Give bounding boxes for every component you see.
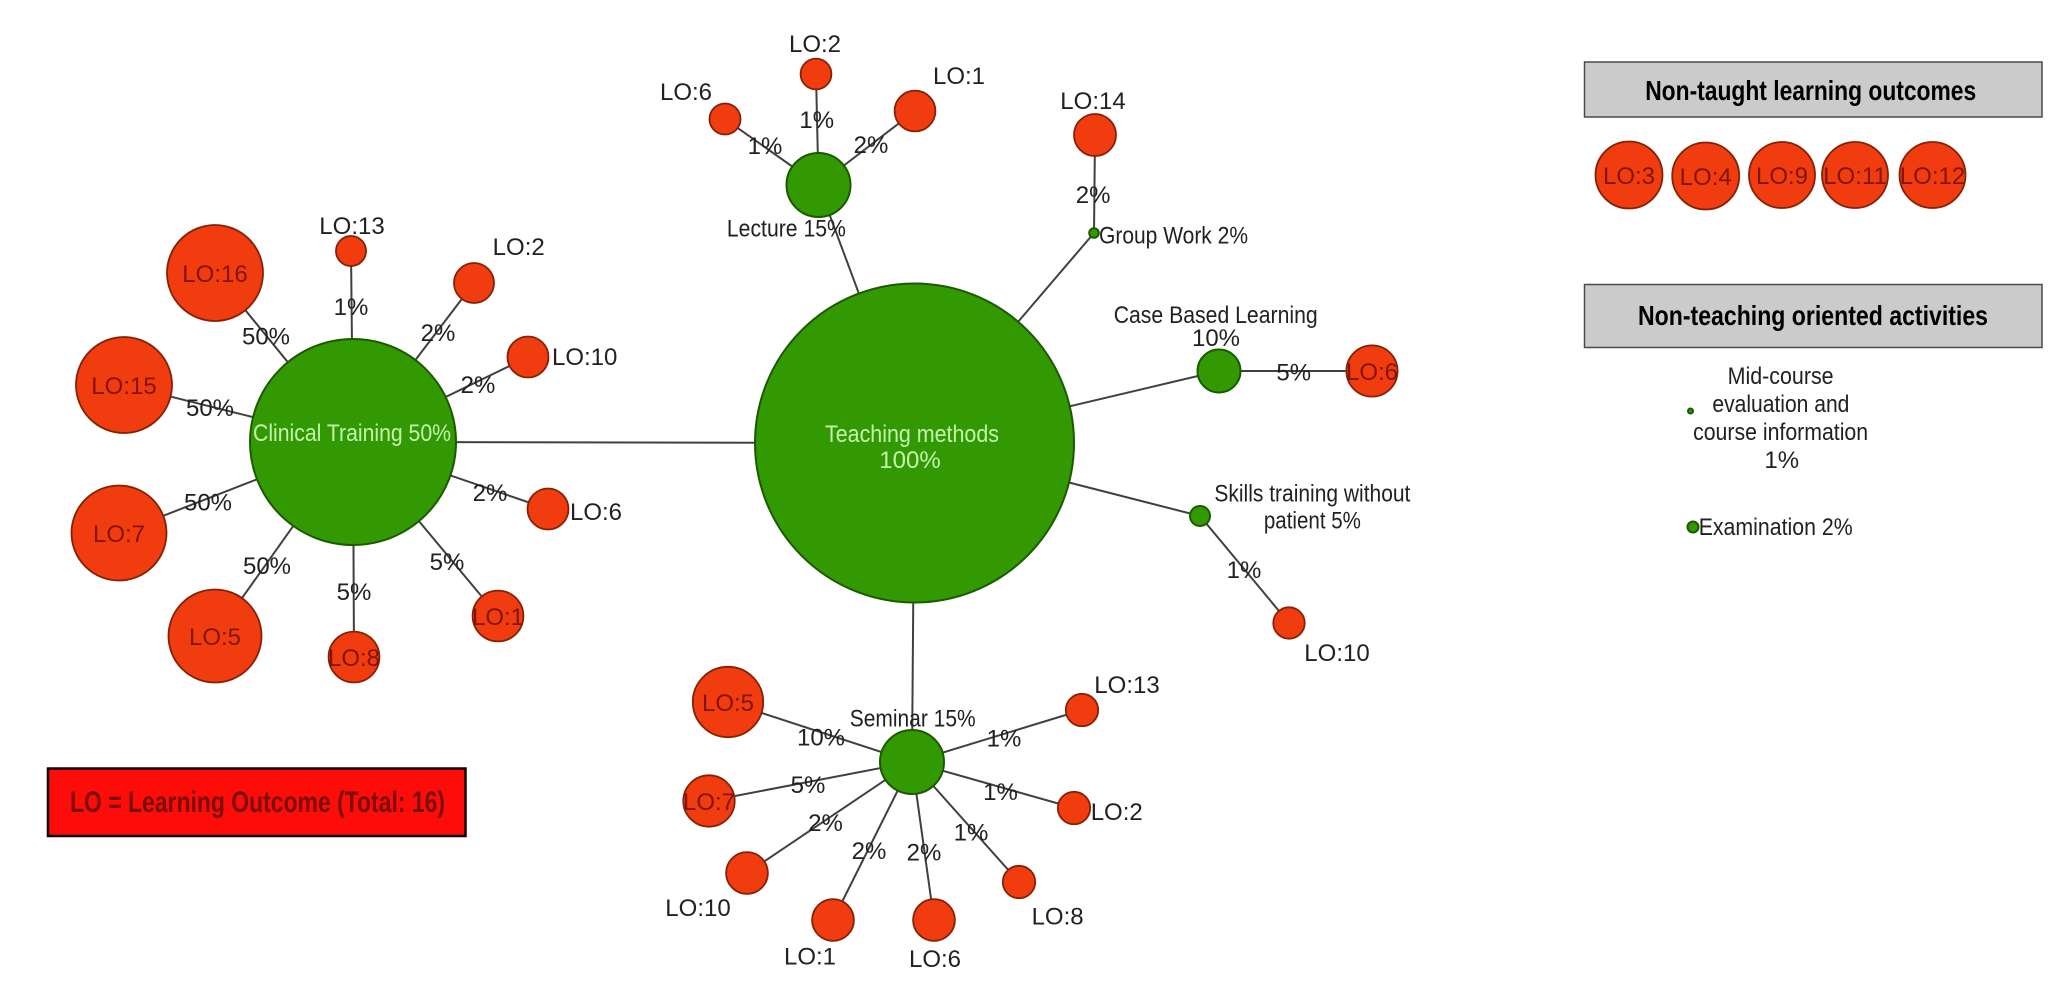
svg-text:2%: 2%: [852, 838, 887, 865]
svg-text:LO:16: LO:16: [182, 261, 247, 288]
svg-text:LO:1: LO:1: [472, 604, 524, 631]
svg-text:LO:9: LO:9: [1756, 163, 1808, 190]
svg-text:LO:5: LO:5: [702, 690, 754, 717]
svg-text:10%: 10%: [1192, 325, 1240, 352]
svg-text:LO:10: LO:10: [665, 895, 730, 922]
svg-text:LO:15: LO:15: [91, 373, 156, 400]
svg-text:2%: 2%: [1076, 182, 1111, 209]
svg-text:LO:6: LO:6: [660, 79, 712, 106]
svg-text:Mid-course: Mid-course: [1728, 363, 1834, 390]
svg-text:5%: 5%: [1276, 359, 1311, 386]
svg-text:2%: 2%: [854, 132, 889, 159]
svg-text:LO:12: LO:12: [1900, 163, 1965, 190]
svg-text:Clinical Training 50%: Clinical Training 50%: [253, 420, 451, 447]
svg-text:2%: 2%: [473, 480, 508, 507]
svg-text:Non-teaching oriented activiti: Non-teaching oriented activities: [1638, 300, 1988, 331]
svg-text:Teaching methods: Teaching methods: [825, 421, 999, 448]
svg-text:2%: 2%: [421, 320, 456, 347]
svg-text:LO:1: LO:1: [784, 943, 836, 970]
svg-text:patient 5%: patient 5%: [1264, 508, 1361, 535]
svg-text:LO:13: LO:13: [1094, 672, 1159, 699]
svg-text:1%: 1%: [334, 294, 369, 321]
svg-text:Case Based Learning: Case Based Learning: [1114, 302, 1318, 329]
svg-text:2%: 2%: [808, 810, 843, 837]
svg-text:1%: 1%: [748, 133, 783, 160]
svg-text:LO = Learning Outcome (Total:: LO = Learning Outcome (Total: 16): [70, 786, 445, 819]
svg-text:50%: 50%: [184, 489, 232, 516]
svg-text:LO:2: LO:2: [1091, 799, 1143, 826]
svg-text:Seminar 15%: Seminar 15%: [850, 706, 976, 733]
svg-text:Lecture 15%: Lecture 15%: [727, 216, 846, 243]
svg-text:2%: 2%: [461, 372, 496, 399]
svg-text:LO:7: LO:7: [683, 789, 735, 816]
svg-text:1%: 1%: [1764, 447, 1799, 474]
svg-text:LO:7: LO:7: [93, 521, 145, 548]
svg-text:LO:11: LO:11: [1823, 163, 1887, 190]
svg-text:50%: 50%: [186, 395, 234, 422]
svg-text:50%: 50%: [243, 553, 291, 580]
svg-text:evaluation and: evaluation and: [1712, 391, 1849, 418]
svg-text:Group Work 2%: Group Work 2%: [1099, 223, 1248, 250]
svg-text:Skills training without: Skills training without: [1214, 481, 1410, 508]
svg-text:LO:10: LO:10: [1304, 640, 1369, 667]
svg-text:LO:10: LO:10: [552, 344, 617, 371]
svg-text:Examination 2%: Examination 2%: [1699, 514, 1853, 541]
svg-text:10%: 10%: [797, 725, 845, 752]
svg-text:LO:4: LO:4: [1680, 164, 1732, 191]
svg-text:1%: 1%: [954, 820, 989, 847]
svg-text:1%: 1%: [987, 725, 1022, 752]
svg-text:Non-taught learning outcomes: Non-taught learning outcomes: [1645, 75, 1976, 106]
svg-text:LO:3: LO:3: [1603, 163, 1655, 190]
svg-text:LO:14: LO:14: [1060, 88, 1125, 115]
svg-text:1%: 1%: [1227, 557, 1262, 584]
svg-text:LO:2: LO:2: [493, 234, 545, 261]
svg-text:5%: 5%: [791, 772, 826, 799]
svg-text:course information: course information: [1693, 419, 1868, 446]
svg-text:2%: 2%: [907, 840, 942, 867]
svg-text:1%: 1%: [983, 779, 1018, 806]
svg-text:LO:1: LO:1: [933, 63, 985, 90]
svg-text:LO:13: LO:13: [319, 213, 384, 240]
svg-text:LO:6: LO:6: [570, 499, 622, 526]
svg-text:100%: 100%: [879, 447, 940, 474]
svg-text:LO:2: LO:2: [789, 31, 841, 58]
svg-text:5%: 5%: [430, 549, 465, 576]
svg-text:LO:8: LO:8: [1032, 904, 1084, 931]
svg-text:LO:8: LO:8: [328, 645, 380, 672]
svg-text:50%: 50%: [242, 324, 290, 351]
svg-text:LO:6: LO:6: [909, 946, 961, 973]
svg-text:LO:5: LO:5: [189, 624, 241, 651]
svg-text:LO:6: LO:6: [1346, 359, 1398, 386]
svg-text:5%: 5%: [337, 579, 372, 606]
svg-text:1%: 1%: [799, 107, 834, 134]
